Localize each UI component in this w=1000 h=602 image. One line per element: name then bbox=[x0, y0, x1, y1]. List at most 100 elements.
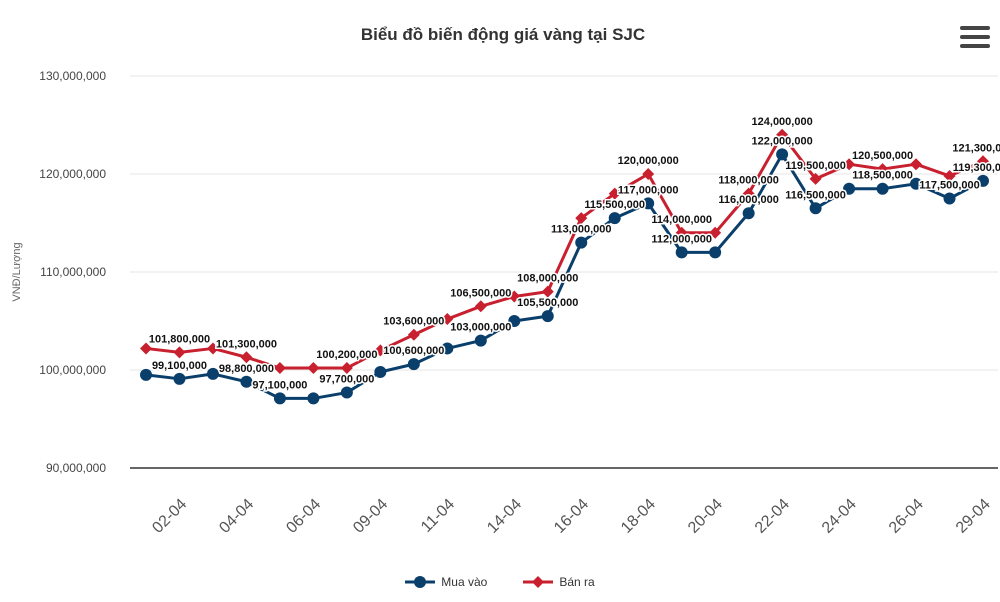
sell-point[interactable] bbox=[441, 313, 454, 326]
sell-point[interactable] bbox=[407, 328, 420, 341]
buy-point[interactable] bbox=[407, 358, 420, 371]
buy-data-label: 112,000,000 bbox=[651, 233, 712, 245]
sell-data-label: 108,000,000 bbox=[517, 273, 578, 285]
x-tick-label: 04-04 bbox=[216, 496, 257, 537]
buy-data-label: 103,000,000 bbox=[450, 322, 511, 334]
hamburger-menu-icon[interactable] bbox=[960, 26, 990, 54]
x-tick-label: 22-04 bbox=[752, 496, 793, 537]
buy-point[interactable] bbox=[642, 197, 655, 210]
sell-point[interactable] bbox=[273, 362, 286, 375]
sell-data-label: 100,200,000 bbox=[316, 349, 377, 361]
legend-sell-label: Bán ra bbox=[559, 575, 595, 589]
sell-data-label: 119,500,000 bbox=[785, 160, 846, 172]
sell-point[interactable] bbox=[843, 158, 856, 171]
buy-point[interactable] bbox=[943, 192, 956, 205]
legend: Mua vào Bán ra bbox=[0, 575, 1000, 589]
sell-point[interactable] bbox=[508, 290, 521, 303]
sell-point[interactable] bbox=[340, 362, 353, 375]
sell-point[interactable] bbox=[642, 168, 655, 180]
sell-point[interactable] bbox=[709, 226, 722, 239]
y-axis-label: VNĐ/Lượng bbox=[11, 242, 23, 301]
chart-title: Biểu đồ biến động giá vàng tại SJC bbox=[361, 25, 645, 44]
y-tick-label: 120,000,000 bbox=[39, 167, 106, 181]
buy-point[interactable] bbox=[910, 177, 923, 190]
sell-data-label: 101,800,000 bbox=[149, 333, 210, 345]
sell-data-label: 101,300,000 bbox=[216, 338, 277, 350]
buy-data-label: 118,500,000 bbox=[852, 170, 913, 182]
buy-point[interactable] bbox=[608, 212, 621, 225]
legend-buy-label: Mua vào bbox=[441, 575, 488, 589]
buy-point[interactable] bbox=[541, 310, 554, 323]
buy-data-label: 105,500,000 bbox=[517, 297, 578, 309]
sell-point[interactable] bbox=[240, 351, 253, 364]
sell-data-label: 120,500,000 bbox=[852, 150, 913, 162]
sell-point[interactable] bbox=[809, 172, 822, 185]
buy-point[interactable] bbox=[240, 375, 253, 388]
sell-data-label: 124,000,000 bbox=[752, 116, 813, 128]
buy-point[interactable] bbox=[843, 182, 856, 195]
buy-point[interactable] bbox=[742, 207, 755, 220]
buy-point[interactable] bbox=[809, 202, 822, 215]
buy-data-label: 99,100,000 bbox=[152, 360, 207, 372]
sell-point[interactable] bbox=[575, 212, 588, 225]
buy-point[interactable] bbox=[273, 392, 286, 405]
sell-point[interactable] bbox=[742, 187, 755, 200]
sell-data-label: 114,000,000 bbox=[651, 214, 712, 226]
sell-point[interactable] bbox=[675, 226, 688, 239]
buy-point[interactable] bbox=[575, 236, 588, 249]
sell-point[interactable] bbox=[608, 187, 621, 200]
buy-data-label: 115,500,000 bbox=[584, 199, 645, 211]
buy-data-label: 119,300,000 bbox=[953, 162, 1000, 174]
sell-point[interactable] bbox=[541, 285, 554, 298]
buy-point[interactable] bbox=[441, 342, 454, 355]
y-axis-ticks: 90,000,000 100,000,000 110,000,000 120,000,… bbox=[39, 69, 106, 475]
y-tick-label: 130,000,000 bbox=[39, 69, 106, 83]
buy-point[interactable] bbox=[508, 315, 521, 327]
legend-item-buy[interactable]: Mua vào bbox=[405, 575, 487, 589]
buy-point[interactable] bbox=[474, 334, 487, 347]
sell-data-label: 103,600,000 bbox=[383, 316, 444, 328]
data-labels: 99,100,000 98,800,000 97,100,000 97,700,000… bbox=[147, 114, 1000, 393]
buy-point[interactable] bbox=[173, 372, 186, 385]
buy-point[interactable] bbox=[374, 365, 387, 378]
x-tick-label: 14-04 bbox=[484, 496, 525, 537]
buy-point[interactable] bbox=[977, 174, 989, 187]
sell-data-label: 118,000,000 bbox=[718, 175, 779, 187]
buy-point[interactable] bbox=[876, 182, 889, 195]
buy-data-label: 97,700,000 bbox=[319, 374, 374, 386]
sell-point[interactable] bbox=[910, 158, 923, 171]
sell-point[interactable] bbox=[374, 344, 387, 357]
x-tick-label: 29-04 bbox=[953, 496, 994, 537]
buy-point[interactable] bbox=[675, 246, 688, 259]
x-tick-label: 26-04 bbox=[886, 496, 927, 537]
sell-point[interactable] bbox=[206, 342, 219, 355]
buy-data-label: 116,500,000 bbox=[785, 189, 846, 201]
sell-data-label: 106,500,000 bbox=[450, 287, 511, 299]
sell-point[interactable] bbox=[776, 128, 789, 141]
sell-point[interactable] bbox=[140, 342, 152, 355]
buy-point[interactable] bbox=[709, 246, 722, 259]
buy-point[interactable] bbox=[340, 386, 353, 399]
legend-sell-marker bbox=[523, 576, 554, 588]
buy-point[interactable] bbox=[140, 368, 152, 381]
y-tick-label: 90,000,000 bbox=[46, 461, 106, 475]
sell-point[interactable] bbox=[307, 362, 320, 375]
buy-point[interactable] bbox=[307, 392, 320, 405]
x-tick-label: 16-04 bbox=[551, 496, 592, 537]
sell-point[interactable] bbox=[173, 346, 186, 359]
legend-item-sell[interactable]: Bán ra bbox=[523, 575, 595, 589]
sell-data-label: 120,000,000 bbox=[618, 155, 679, 167]
x-tick-label: 02-04 bbox=[149, 496, 190, 537]
buy-point[interactable] bbox=[206, 367, 219, 380]
sell-point[interactable] bbox=[474, 300, 487, 313]
buy-data-label: 100,600,000 bbox=[383, 345, 444, 357]
sell-point[interactable] bbox=[876, 163, 889, 176]
series-group bbox=[140, 128, 989, 405]
sell-point[interactable] bbox=[977, 155, 989, 168]
buy-data-label: 98,800,000 bbox=[219, 363, 274, 375]
x-tick-label: 20-04 bbox=[685, 496, 726, 537]
x-tick-label: 18-04 bbox=[618, 496, 659, 537]
sell-point[interactable] bbox=[943, 169, 956, 182]
buy-point[interactable] bbox=[776, 148, 789, 161]
y-tick-label: 100,000,000 bbox=[39, 363, 106, 377]
